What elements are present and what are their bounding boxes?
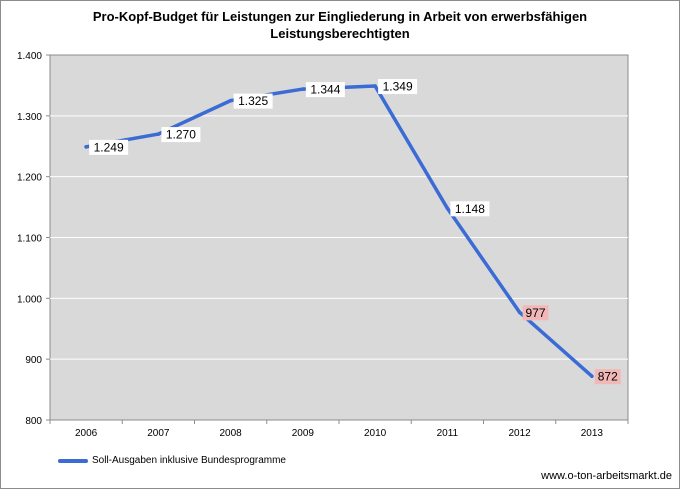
data-label-box xyxy=(305,82,345,98)
data-label: 1.148 xyxy=(455,202,485,216)
data-label: 872 xyxy=(598,370,618,384)
data-label: 1.270 xyxy=(166,128,196,142)
x-tick-label: 2010 xyxy=(364,428,387,439)
y-tick-label: 1.000 xyxy=(17,294,42,305)
data-label-box xyxy=(450,201,490,217)
x-tick-label: 2007 xyxy=(147,428,170,439)
y-tick-label: 1.300 xyxy=(17,112,42,123)
y-tick-label: 1.100 xyxy=(17,234,42,245)
data-label-box xyxy=(89,139,129,155)
x-tick-label: 2009 xyxy=(292,428,315,439)
data-label: 1.325 xyxy=(238,94,268,108)
y-tick-label: 800 xyxy=(25,416,42,427)
data-point xyxy=(84,145,88,149)
source-credit: www.o-ton-arbeitsmarkt.de xyxy=(541,470,672,482)
data-label-box xyxy=(233,93,273,109)
data-label: 1.249 xyxy=(94,140,124,154)
x-tick-label: 2012 xyxy=(509,428,532,439)
x-tick-label: 2006 xyxy=(75,428,98,439)
data-point xyxy=(517,310,522,315)
y-tick-label: 1.400 xyxy=(17,51,42,62)
legend-swatch xyxy=(58,458,88,463)
data-point xyxy=(445,206,450,211)
chart-title-line-2: Leistungsberechtigten xyxy=(270,26,410,41)
legend: Soll-Ausgaben inklusive Bundesprogramme xyxy=(58,455,286,466)
data-label: 1.344 xyxy=(310,83,340,97)
chart-title-line-1: Pro-Kopf-Budget für Leistungen zur Eingl… xyxy=(92,9,588,24)
data-label: 977 xyxy=(526,306,546,320)
data-point xyxy=(301,87,305,91)
x-tick-label: 2011 xyxy=(437,428,459,439)
data-point xyxy=(228,98,233,103)
chart-title: Pro-Kopf-Budget für Leistungen zur Eingl… xyxy=(0,8,680,42)
data-point xyxy=(156,132,161,136)
data-label-box xyxy=(378,79,418,95)
data-point xyxy=(590,374,594,379)
x-tick-label: 2013 xyxy=(581,428,604,439)
x-tick-label: 2008 xyxy=(220,428,243,439)
data-label-box xyxy=(522,305,549,321)
data-label: 1.349 xyxy=(383,80,413,94)
legend-label: Soll-Ausgaben inklusive Bundesprogramme xyxy=(92,455,286,466)
data-label-box xyxy=(161,127,201,143)
y-tick-label: 1.200 xyxy=(17,173,42,184)
y-tick-label: 900 xyxy=(25,355,42,366)
data-point xyxy=(373,84,377,88)
data-label-box xyxy=(594,369,621,385)
